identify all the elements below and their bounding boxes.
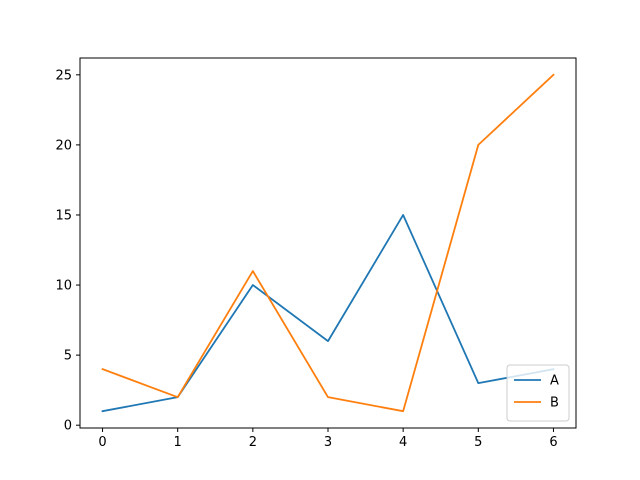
y-tick-label: 20 (55, 138, 72, 153)
y-tick-label: 15 (55, 208, 72, 223)
legend-label-b: B (550, 396, 559, 411)
legend-label-a: A (550, 374, 559, 389)
x-tick-label: 3 (324, 435, 332, 450)
x-tick-label: 4 (399, 435, 407, 450)
y-tick-label: 0 (64, 419, 72, 434)
x-tick-label: 1 (174, 435, 182, 450)
plot-area (80, 58, 576, 428)
y-tick-label: 25 (55, 68, 72, 83)
x-tick-label: 5 (474, 435, 482, 450)
x-tick-label: 0 (98, 435, 106, 450)
plot-frame (79, 57, 577, 429)
x-tick-label: 2 (249, 435, 257, 450)
series-line-b (101, 73, 555, 413)
y-axis: 0 5 10 15 20 25 (55, 68, 80, 434)
y-tick-label: 10 (55, 279, 72, 294)
x-axis: 0 1 2 3 4 5 6 (98, 428, 558, 450)
y-tick-label: 5 (64, 349, 72, 364)
legend: AB (506, 364, 570, 422)
legend-box (506, 364, 570, 422)
x-tick-label: 6 (549, 435, 557, 450)
series-lines (101, 73, 555, 413)
